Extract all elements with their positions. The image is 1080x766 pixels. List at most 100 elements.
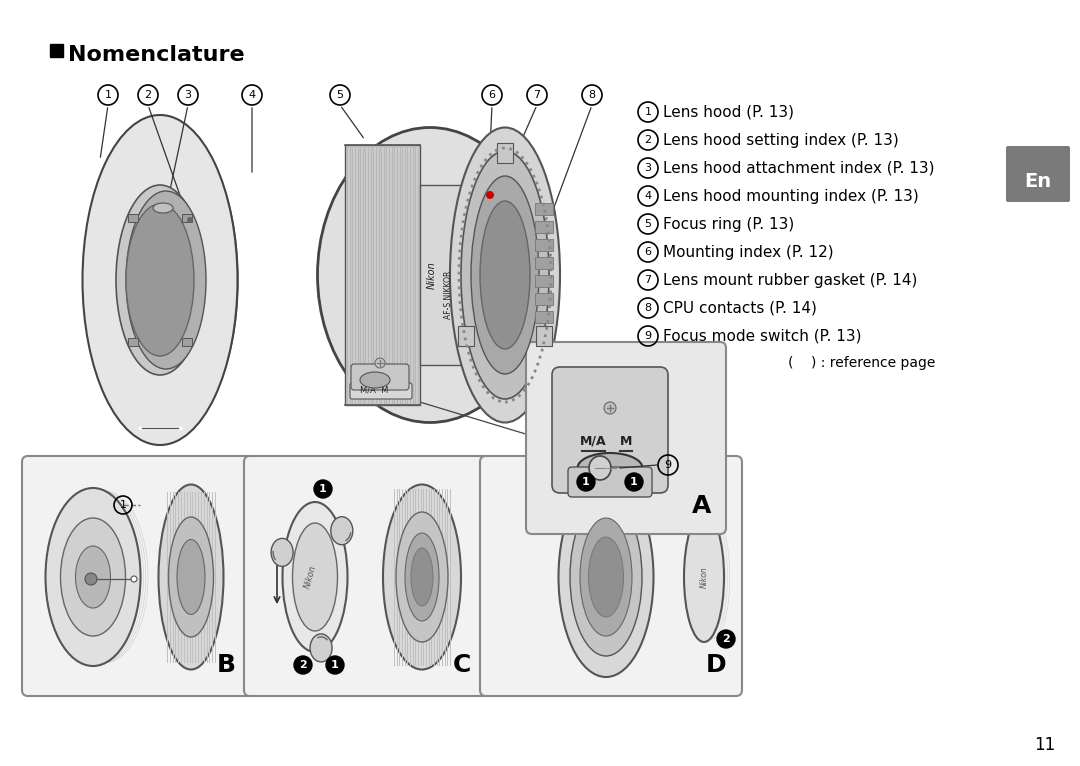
- Text: 4: 4: [645, 191, 651, 201]
- Text: Lens hood mounting index (P. 13): Lens hood mounting index (P. 13): [663, 188, 919, 204]
- Circle shape: [577, 473, 595, 491]
- FancyBboxPatch shape: [244, 456, 488, 696]
- Text: 9: 9: [664, 460, 672, 470]
- Ellipse shape: [450, 127, 561, 423]
- Text: 2: 2: [645, 135, 651, 145]
- Text: Lens hood setting index (P. 13): Lens hood setting index (P. 13): [663, 133, 899, 148]
- Text: 6: 6: [645, 247, 651, 257]
- Bar: [535, 293, 553, 305]
- Text: CPU contacts (P. 14): CPU contacts (P. 14): [663, 300, 816, 316]
- Bar: [535, 311, 553, 323]
- Ellipse shape: [153, 203, 173, 213]
- Text: M: M: [620, 434, 633, 447]
- Text: D: D: [705, 653, 727, 677]
- Ellipse shape: [318, 127, 542, 423]
- FancyBboxPatch shape: [1005, 146, 1070, 202]
- Text: AF-S NIKKOR: AF-S NIKKOR: [444, 271, 453, 319]
- Ellipse shape: [159, 485, 224, 669]
- Text: Lens mount rubber gasket (P. 14): Lens mount rubber gasket (P. 14): [663, 273, 917, 287]
- Text: Nikon: Nikon: [302, 565, 318, 590]
- Text: (    ) : reference page: ( ) : reference page: [788, 356, 935, 370]
- Text: 1: 1: [582, 477, 590, 487]
- Bar: [535, 275, 553, 287]
- Text: 1: 1: [120, 500, 126, 510]
- Text: 9: 9: [645, 331, 651, 341]
- FancyBboxPatch shape: [480, 456, 742, 696]
- Circle shape: [625, 473, 643, 491]
- Ellipse shape: [98, 126, 238, 434]
- Ellipse shape: [126, 191, 206, 369]
- Text: 6: 6: [488, 90, 496, 100]
- Ellipse shape: [684, 512, 724, 642]
- Text: C: C: [453, 653, 471, 677]
- Ellipse shape: [461, 151, 549, 399]
- Text: Nikon: Nikon: [700, 566, 708, 588]
- Ellipse shape: [471, 176, 539, 374]
- Ellipse shape: [126, 204, 194, 356]
- Ellipse shape: [570, 498, 642, 656]
- Circle shape: [187, 217, 193, 223]
- Bar: [535, 203, 553, 215]
- Circle shape: [85, 573, 97, 585]
- Bar: [420, 185, 475, 365]
- Text: Nomenclature: Nomenclature: [68, 45, 245, 65]
- Ellipse shape: [589, 456, 611, 480]
- Ellipse shape: [283, 502, 348, 652]
- Text: 1: 1: [319, 484, 327, 494]
- FancyBboxPatch shape: [350, 383, 411, 399]
- Circle shape: [604, 402, 616, 414]
- Circle shape: [375, 358, 384, 368]
- Bar: [536, 326, 552, 346]
- Text: A: A: [692, 494, 712, 518]
- Circle shape: [326, 656, 345, 674]
- Ellipse shape: [360, 372, 390, 388]
- Ellipse shape: [383, 485, 461, 669]
- Ellipse shape: [45, 488, 140, 666]
- Text: 7: 7: [534, 90, 541, 100]
- Text: 2: 2: [299, 660, 307, 670]
- Ellipse shape: [271, 538, 293, 566]
- Bar: [345, 145, 420, 405]
- Bar: [458, 326, 474, 346]
- Text: Lens hood attachment index (P. 13): Lens hood attachment index (P. 13): [663, 161, 934, 175]
- Text: 7: 7: [645, 275, 651, 285]
- Text: Lens hood (P. 13): Lens hood (P. 13): [663, 104, 794, 119]
- Bar: [535, 221, 553, 233]
- Ellipse shape: [330, 517, 353, 545]
- Bar: [129, 339, 138, 346]
- FancyBboxPatch shape: [526, 342, 726, 534]
- Text: 4: 4: [248, 90, 256, 100]
- Ellipse shape: [310, 634, 332, 662]
- Bar: [497, 143, 513, 163]
- Text: 8: 8: [645, 303, 651, 313]
- FancyBboxPatch shape: [568, 467, 652, 497]
- FancyBboxPatch shape: [22, 456, 252, 696]
- Bar: [535, 239, 553, 251]
- Text: 5: 5: [337, 90, 343, 100]
- Ellipse shape: [76, 546, 110, 608]
- Ellipse shape: [580, 518, 632, 636]
- Text: Focus mode switch (P. 13): Focus mode switch (P. 13): [663, 329, 862, 343]
- Bar: [535, 257, 553, 269]
- Text: En: En: [1025, 172, 1052, 191]
- Text: 2: 2: [145, 90, 151, 100]
- Text: 1: 1: [105, 90, 111, 100]
- Ellipse shape: [396, 512, 448, 642]
- Circle shape: [314, 480, 332, 498]
- Text: 1: 1: [630, 477, 638, 487]
- Circle shape: [131, 576, 137, 582]
- Text: M/A  M: M/A M: [360, 385, 389, 394]
- Text: 3: 3: [645, 163, 651, 173]
- Ellipse shape: [82, 115, 238, 445]
- Ellipse shape: [480, 201, 530, 349]
- Text: 11: 11: [1035, 736, 1055, 754]
- Ellipse shape: [177, 539, 205, 614]
- Circle shape: [486, 191, 494, 199]
- Ellipse shape: [168, 517, 214, 637]
- Ellipse shape: [558, 477, 653, 677]
- FancyBboxPatch shape: [351, 364, 409, 390]
- Text: B: B: [216, 653, 235, 677]
- Text: 1: 1: [332, 660, 339, 670]
- Text: 3: 3: [185, 90, 191, 100]
- Ellipse shape: [411, 548, 433, 606]
